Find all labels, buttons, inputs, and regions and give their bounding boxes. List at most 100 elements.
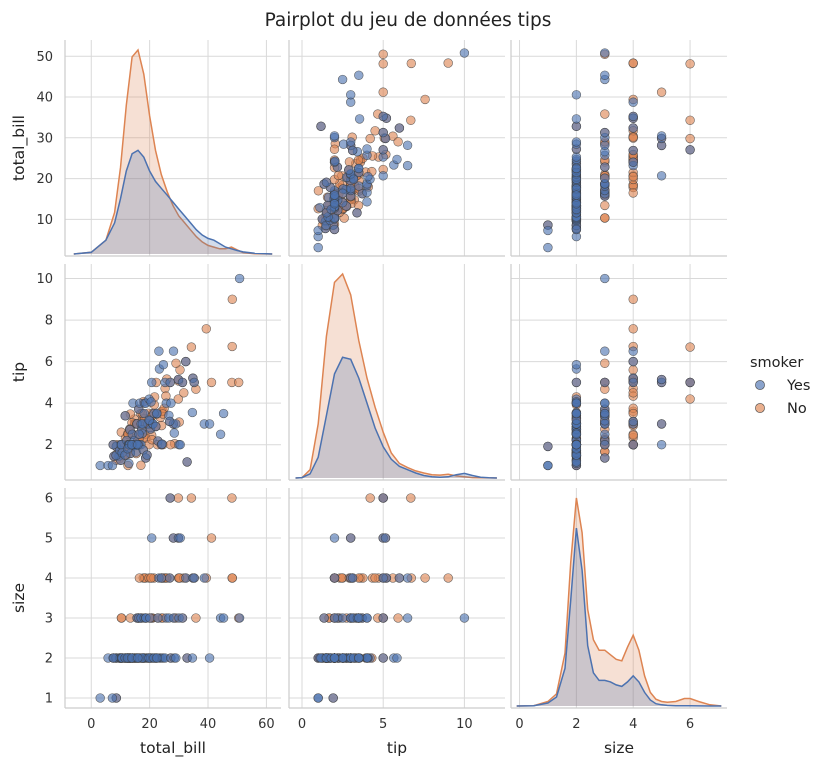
point-yes [329, 131, 340, 141]
point-yes [378, 171, 388, 181]
point-yes [215, 429, 226, 439]
point-yes [337, 613, 348, 623]
ytick-label: 2 [45, 652, 53, 667]
point-yes [171, 653, 181, 663]
point-yes [571, 199, 582, 209]
legend-marker-yes [755, 380, 765, 390]
ytick-label: 8 [45, 314, 53, 329]
point-yes [346, 90, 356, 100]
ytick-label: 5 [45, 532, 53, 547]
point-no [179, 388, 189, 398]
point-no [116, 613, 127, 623]
point-yes [329, 653, 340, 663]
point-yes [142, 450, 152, 460]
point-no [443, 573, 453, 583]
point-yes [600, 346, 610, 356]
point-yes [329, 533, 340, 543]
point-yes [362, 144, 372, 154]
point-yes [600, 440, 610, 450]
point-yes [362, 197, 372, 207]
point-no [227, 573, 237, 583]
xtick-label: 0 [87, 717, 95, 732]
point-yes [108, 440, 118, 450]
chart-title: Pairplot du jeu de données tips [265, 10, 552, 31]
point-yes [628, 157, 638, 167]
point-yes [337, 188, 348, 198]
point-yes [329, 190, 340, 200]
point-yes [354, 70, 364, 80]
point-yes [600, 453, 610, 463]
point-yes [139, 408, 149, 419]
point-yes [600, 377, 610, 388]
point-yes [165, 493, 175, 503]
point-yes [628, 111, 638, 122]
point-yes [459, 48, 470, 58]
ytick-label: 3 [45, 612, 53, 627]
point-yes [362, 613, 372, 623]
point-yes [337, 74, 348, 85]
legend-title: smoker [750, 355, 803, 371]
point-no [353, 155, 364, 165]
point-yes [656, 419, 667, 429]
point-yes [169, 428, 179, 438]
point-yes [313, 693, 323, 703]
point-no [344, 157, 355, 167]
ytick-label: 10 [36, 213, 53, 228]
point-yes [152, 408, 162, 419]
point-yes [175, 440, 185, 450]
point-no [628, 430, 638, 440]
point-yes [328, 693, 338, 703]
point-no [393, 613, 403, 623]
xlabel-tip: tip [387, 739, 407, 757]
point-yes [321, 177, 332, 187]
point-yes [600, 48, 610, 58]
point-no [628, 365, 638, 375]
point-yes [628, 145, 638, 156]
point-yes [329, 573, 340, 583]
ylabel-total_bill: total_bill [10, 115, 29, 181]
point-no [406, 58, 416, 69]
panel-total_bill-vs-size [510, 40, 727, 257]
point-no [186, 493, 197, 503]
kde-line-no [295, 272, 497, 479]
point-yes [95, 460, 105, 471]
point-yes [402, 613, 413, 623]
point-yes [189, 573, 199, 583]
point-yes [146, 397, 156, 407]
point-yes [234, 613, 245, 623]
xtick-label: 2 [572, 717, 580, 732]
xtick-label: 0 [515, 717, 523, 732]
point-no [227, 341, 237, 352]
point-no [146, 573, 156, 583]
point-yes [571, 360, 582, 370]
point-yes [600, 162, 610, 172]
point-yes [571, 190, 582, 200]
point-yes [571, 408, 582, 419]
point-no [227, 294, 237, 304]
point-no [628, 294, 638, 304]
kde-line-yes [295, 356, 497, 479]
point-yes [133, 653, 143, 663]
point-yes [107, 693, 118, 703]
point-yes [628, 356, 638, 367]
point-yes [600, 429, 610, 439]
point-yes [571, 114, 582, 124]
kde-line-no [516, 497, 722, 707]
point-no [206, 533, 217, 543]
ytick-label: 6 [45, 355, 53, 370]
point-no [420, 94, 430, 105]
ytick-label: 20 [36, 172, 53, 187]
panel-total_bill-vs-total_bill: 10 20 30 40 50 total_bill [10, 40, 281, 257]
point-yes [133, 440, 143, 450]
point-yes [199, 573, 209, 583]
point-yes [147, 533, 157, 543]
ytick-label: 2 [45, 438, 53, 453]
point-yes [600, 273, 610, 284]
point-yes [120, 411, 130, 421]
point-no [443, 58, 453, 68]
point-no [685, 115, 695, 125]
point-yes [344, 165, 354, 175]
point-no [365, 133, 375, 144]
point-no [191, 613, 201, 623]
